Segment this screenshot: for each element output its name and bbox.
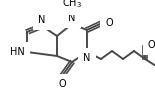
Text: N: N	[38, 15, 46, 25]
Text: O: O	[148, 40, 155, 50]
Text: HN: HN	[10, 47, 25, 57]
Text: O: O	[58, 79, 66, 89]
Text: CH$_3$: CH$_3$	[62, 0, 82, 10]
Text: N: N	[68, 13, 76, 23]
Text: N: N	[83, 53, 91, 63]
Text: O: O	[105, 18, 113, 28]
